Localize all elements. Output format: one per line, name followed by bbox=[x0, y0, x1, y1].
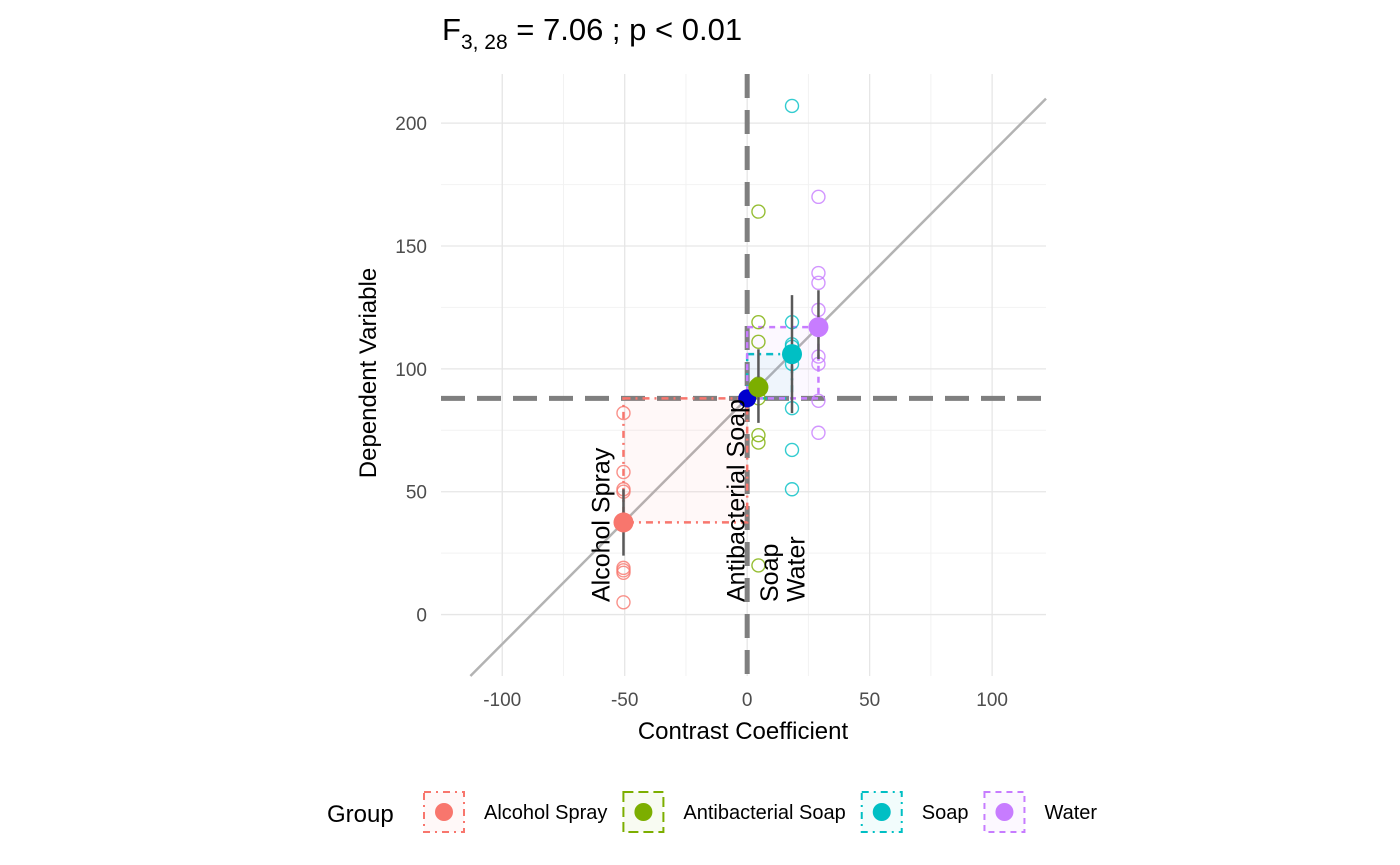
y-tick-label: 0 bbox=[416, 606, 427, 627]
y-axis-label: Dependent Variable bbox=[355, 268, 382, 478]
raw-point bbox=[811, 189, 826, 205]
title-main: F bbox=[442, 12, 461, 47]
raw-point bbox=[811, 425, 826, 440]
group-mean-point bbox=[748, 377, 769, 398]
legend-label: Antibacterial Soap bbox=[683, 802, 845, 824]
legend-key-dot bbox=[634, 803, 653, 821]
legend-label: Alcohol Spray bbox=[484, 802, 607, 824]
raw-point bbox=[751, 428, 766, 443]
group-means bbox=[613, 290, 829, 556]
legend-key-dot bbox=[435, 803, 453, 821]
y-tick-label: 200 bbox=[395, 114, 427, 135]
raw-point bbox=[616, 405, 631, 421]
title-rest: = 7.06 ; p < 0.01 bbox=[508, 12, 742, 47]
x-tick-label: 100 bbox=[976, 690, 1008, 711]
x-tick-label: 0 bbox=[742, 690, 753, 711]
legend-key-dot bbox=[872, 803, 891, 821]
raw-point bbox=[751, 334, 766, 350]
group-label: Alcohol Spray bbox=[587, 447, 615, 602]
legend-label: Soap bbox=[922, 802, 969, 824]
gridlines bbox=[441, 74, 1046, 676]
group-mean-point bbox=[613, 512, 634, 533]
y-tick-label: 150 bbox=[395, 237, 427, 258]
raw-point bbox=[751, 435, 766, 450]
raw-point bbox=[751, 204, 766, 219]
group-rect bbox=[622, 397, 749, 524]
raw-point bbox=[811, 393, 826, 408]
group-label: Antibacterial Soap bbox=[722, 399, 750, 602]
raw-point bbox=[616, 595, 631, 610]
title-subscript: 3, 28 bbox=[461, 31, 508, 54]
raw-point bbox=[811, 265, 826, 281]
x-tick-label: 50 bbox=[859, 690, 880, 711]
x-tick-label: -50 bbox=[611, 690, 638, 711]
raw-point bbox=[616, 560, 631, 576]
legend-key-dot bbox=[995, 803, 1014, 821]
group-label: Water bbox=[782, 536, 810, 602]
y-tick-label: 100 bbox=[395, 360, 427, 381]
legend-title: Group bbox=[327, 801, 394, 828]
group-mean-point bbox=[781, 344, 802, 365]
x-tick-label: -100 bbox=[483, 690, 521, 711]
group-label: Soap bbox=[756, 544, 784, 602]
raw-point bbox=[616, 464, 631, 480]
raw-point bbox=[751, 314, 766, 330]
legend-label: Water bbox=[1044, 802, 1097, 824]
raw-point bbox=[784, 482, 800, 497]
raw-point bbox=[784, 98, 800, 114]
raw-point bbox=[811, 275, 826, 291]
x-axis-label: Contrast Coefficient bbox=[638, 718, 849, 745]
axes: -100 -50 0 50 100 0 50 100 150 200 bbox=[395, 114, 1008, 711]
group-mean-point bbox=[808, 317, 829, 338]
raw-point bbox=[784, 442, 800, 458]
chart-title: F3, 28 = 7.06 ; p < 0.01 bbox=[442, 12, 742, 54]
raw-point bbox=[751, 558, 766, 573]
y-tick-label: 50 bbox=[406, 483, 427, 504]
legend: Group Alcohol Spray Antibacterial Soap Soa… bbox=[327, 791, 1097, 833]
